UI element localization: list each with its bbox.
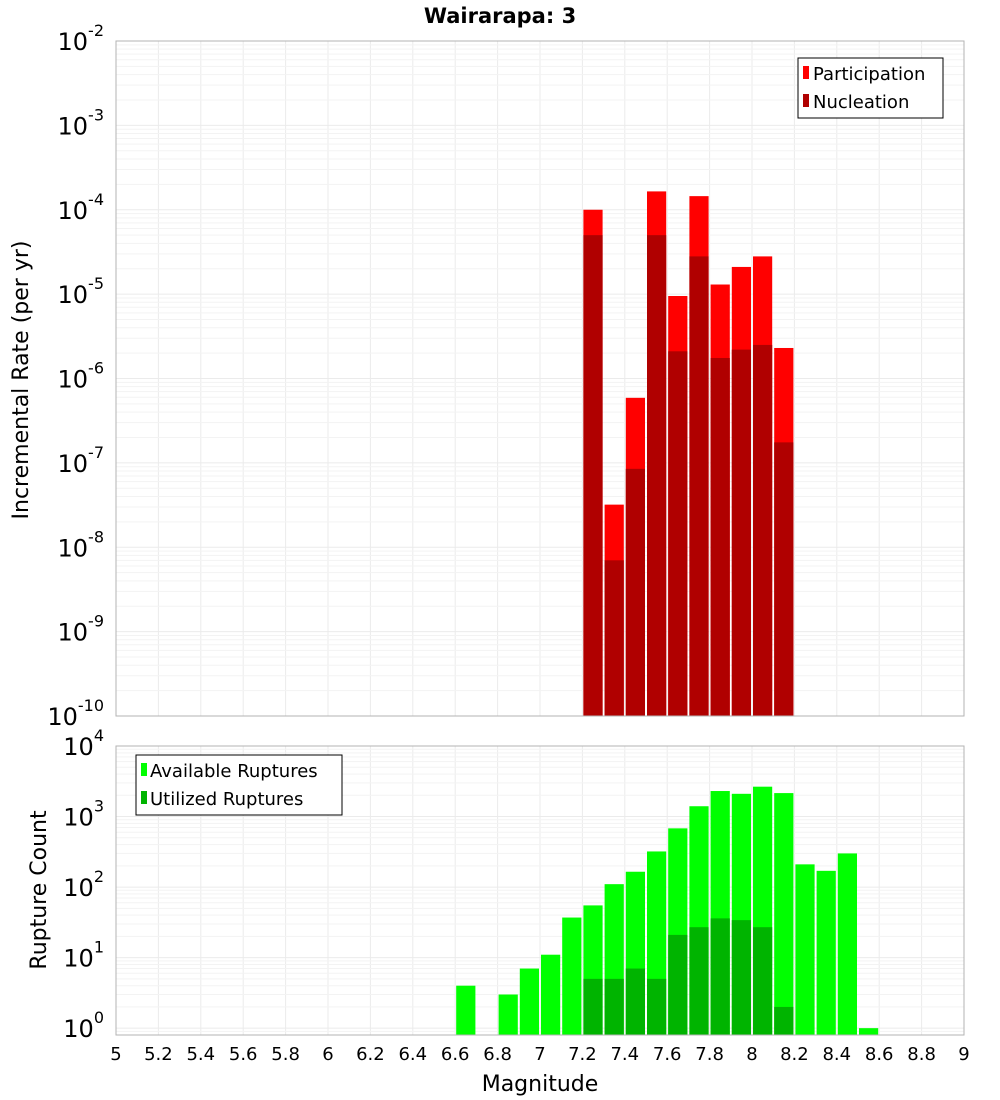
bar-utilized-ruptures xyxy=(604,978,624,1035)
legend-swatch-nucleation xyxy=(803,94,809,107)
rate-bars xyxy=(583,191,794,717)
bar-available-ruptures xyxy=(562,917,582,1035)
legend-swatch-available xyxy=(141,763,147,776)
rate-y-tick-label: 10-10 xyxy=(47,696,104,731)
bar-nucleation xyxy=(647,235,667,716)
x-tick-label: 8.4 xyxy=(822,1044,851,1065)
legend-label-available: Available Ruptures xyxy=(150,761,318,782)
bar-available-ruptures xyxy=(816,870,836,1035)
rate-y-tick-label: 10-7 xyxy=(58,443,105,478)
x-tick-label: 6.2 xyxy=(356,1044,385,1065)
bar-utilized-ruptures xyxy=(625,968,645,1035)
bar-available-ruptures xyxy=(774,793,794,1035)
bar-nucleation xyxy=(668,351,688,716)
x-axis-label: Magnitude xyxy=(482,1072,599,1097)
chart-title: Wairarapa: 3 xyxy=(424,4,576,28)
x-tick-label: 5.6 xyxy=(229,1044,258,1065)
x-tick-label: 6.4 xyxy=(398,1044,427,1065)
x-tick-label: 5.8 xyxy=(271,1044,300,1065)
bar-nucleation xyxy=(689,256,709,716)
rate-y-tick-label: 10-4 xyxy=(58,190,105,225)
rate-grid xyxy=(115,40,965,717)
bar-available-ruptures xyxy=(541,954,561,1035)
bar-utilized-ruptures xyxy=(647,978,667,1035)
x-tick-label: 7.2 xyxy=(568,1044,597,1065)
x-tick-label: 7 xyxy=(534,1044,545,1065)
count-y-tick-label: 102 xyxy=(63,867,104,902)
count-bars xyxy=(456,786,879,1035)
count-y-tick-label: 100 xyxy=(63,1008,104,1043)
count-legend: Available Ruptures Utilized Ruptures xyxy=(135,754,343,816)
bar-utilized-ruptures xyxy=(774,1006,794,1035)
rate-y-tick-label: 10-2 xyxy=(58,21,105,56)
count-y-tick-label: 104 xyxy=(63,726,104,761)
x-tick-label: 9 xyxy=(958,1044,969,1065)
bar-available-ruptures xyxy=(519,968,539,1035)
x-tick-label: 5.4 xyxy=(186,1044,215,1065)
rate-plot-frame xyxy=(115,40,965,717)
bar-nucleation xyxy=(625,468,645,716)
rate-y-tick-label: 10-5 xyxy=(58,274,105,309)
x-tick-label: 7.8 xyxy=(695,1044,724,1065)
rate-y-tick-label: 10-3 xyxy=(58,105,105,140)
x-tick-label: 7.4 xyxy=(610,1044,639,1065)
count-panel: 100 101 102 103 104 5 5.2 5.4 5.6 5.8 6 6.2 6.4 6.6 6… xyxy=(27,726,970,1097)
bar-nucleation xyxy=(583,235,603,716)
legend-label-utilized: Utilized Ruptures xyxy=(150,789,303,810)
bar-available-ruptures xyxy=(456,985,476,1035)
legend-label-participation: Participation xyxy=(813,64,925,85)
rate-y-axis-label: Incremental Rate (per yr) xyxy=(9,241,34,520)
bar-utilized-ruptures xyxy=(710,918,730,1035)
x-tick-label: 8 xyxy=(746,1044,757,1065)
rate-legend-box xyxy=(797,57,944,119)
x-tick-label: 8.6 xyxy=(865,1044,894,1065)
rate-y-tick-label: 10-9 xyxy=(58,612,105,647)
rate-y-ticks: 10-10 10-9 10-8 10-7 10-6 10-5 10-4 10-3 10-2 xyxy=(47,21,104,731)
x-tick-label: 8.8 xyxy=(907,1044,936,1065)
bar-nucleation xyxy=(604,560,624,716)
x-tick-label: 5.2 xyxy=(144,1044,173,1065)
count-y-tick-label: 103 xyxy=(63,797,104,832)
x-tick-label: 7.6 xyxy=(653,1044,682,1065)
count-y-axis-label: Rupture Count xyxy=(27,810,52,970)
x-tick-label: 6 xyxy=(322,1044,333,1065)
bar-available-ruptures xyxy=(498,994,518,1035)
count-y-tick-label: 101 xyxy=(63,938,104,973)
legend-swatch-participation xyxy=(803,66,809,79)
bar-available-ruptures xyxy=(795,864,815,1035)
x-tick-label: 5 xyxy=(110,1044,121,1065)
x-ticks: 5 5.2 5.4 5.6 5.8 6 6.2 6.4 6.6 6.8 7 7.2 7.4 7.6 7.8 8… xyxy=(110,1044,969,1065)
bar-available-ruptures xyxy=(859,1028,879,1035)
bar-available-ruptures xyxy=(837,853,857,1035)
count-legend-box xyxy=(135,754,343,816)
x-tick-label: 8.2 xyxy=(780,1044,809,1065)
x-tick-label: 6.6 xyxy=(441,1044,470,1065)
legend-label-nucleation: Nucleation xyxy=(813,92,909,113)
bar-nucleation xyxy=(753,344,773,716)
bar-nucleation xyxy=(774,442,794,716)
rate-panel: 10-10 10-9 10-8 10-7 10-6 10-5 10-4 10-3 10-2 In… xyxy=(9,21,965,731)
x-tick-label: 6.8 xyxy=(483,1044,512,1065)
count-plot-frame xyxy=(115,745,965,1036)
bar-nucleation xyxy=(731,349,751,716)
bar-nucleation xyxy=(710,357,730,716)
rate-y-tick-label: 10-6 xyxy=(58,359,105,394)
count-y-ticks: 100 101 102 103 104 xyxy=(63,726,104,1043)
rate-y-tick-label: 10-8 xyxy=(58,527,105,562)
bar-utilized-ruptures xyxy=(753,927,773,1035)
bar-utilized-ruptures xyxy=(583,978,603,1035)
rate-legend: Participation Nucleation xyxy=(797,57,944,119)
legend-swatch-utilized xyxy=(141,791,147,804)
bar-utilized-ruptures xyxy=(731,920,751,1035)
bar-utilized-ruptures xyxy=(668,934,688,1035)
bar-utilized-ruptures xyxy=(689,927,709,1035)
